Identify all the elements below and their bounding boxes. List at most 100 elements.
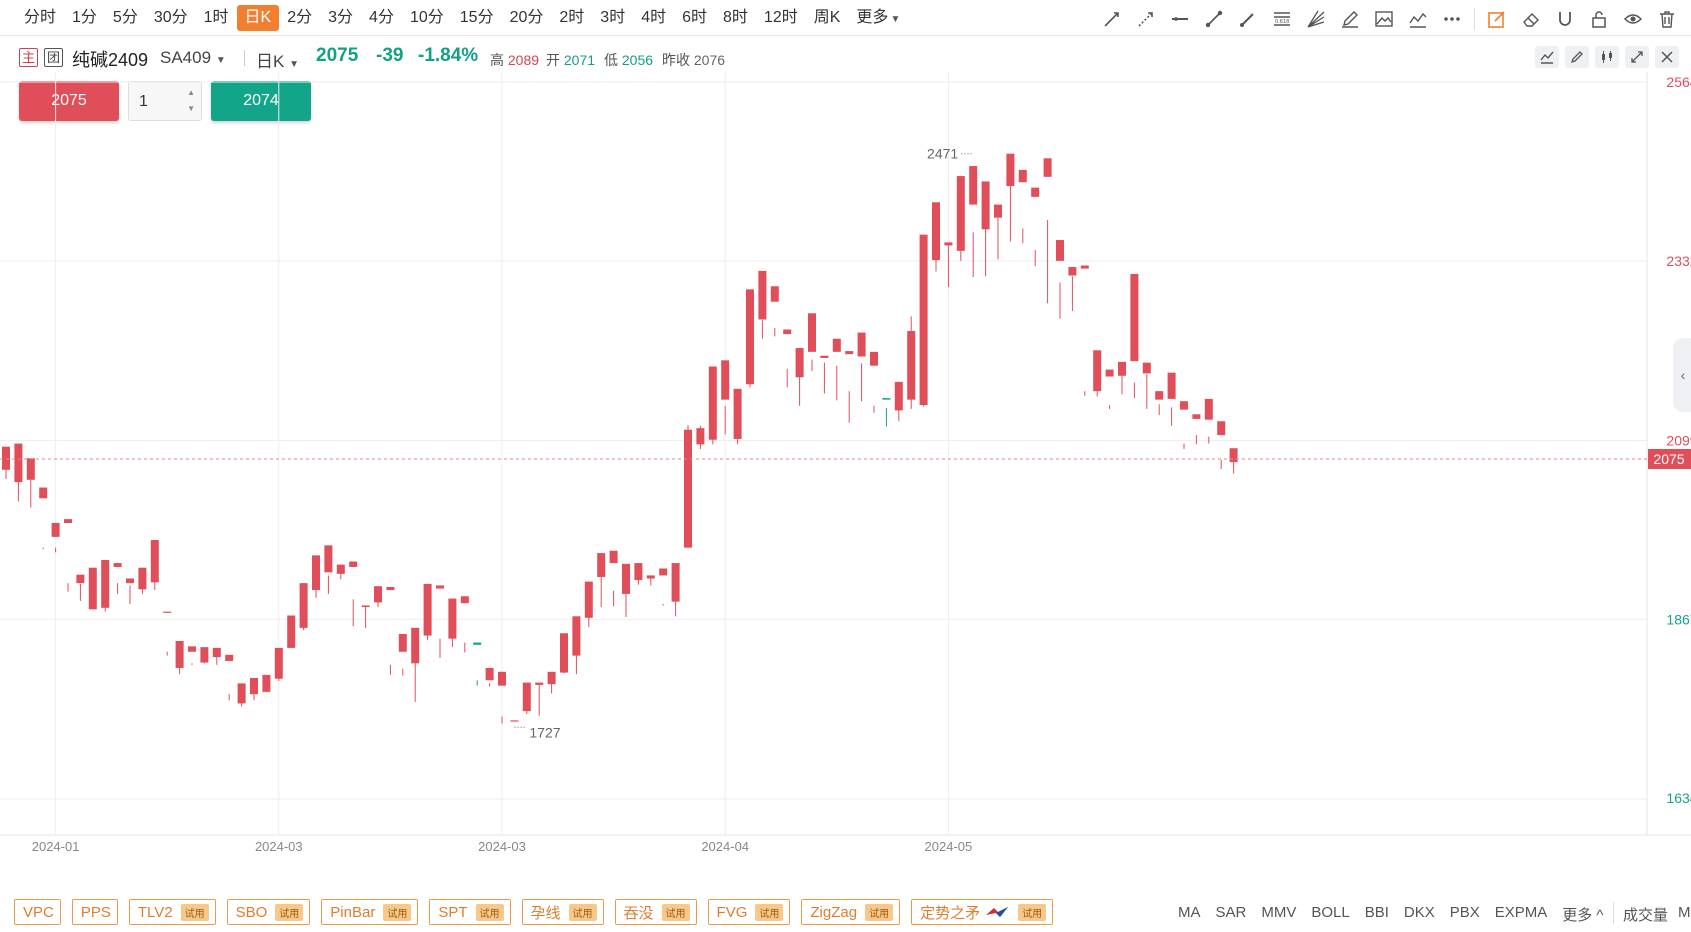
segment-icon[interactable] [1202,7,1226,31]
candle-up [485,667,494,681]
period-tab[interactable]: 2分 [287,9,313,26]
chart-type-line-icon[interactable] [1535,46,1559,68]
signal-fvg-button[interactable]: FVG 试用 [707,899,791,925]
period-tab[interactable]: 30分 [153,9,188,26]
period-tab[interactable]: 1时 [203,9,229,26]
candle-up [733,388,742,439]
signal-sbo-button[interactable]: SBO 试用 [226,899,311,925]
period-tab[interactable]: 15分 [459,9,494,26]
period-tab-active[interactable]: 日K [236,5,280,31]
candle-up [448,598,457,639]
ray-line-icon[interactable] [1134,7,1158,31]
indicator-expma[interactable]: EXPMA [1494,904,1548,921]
candle-up [14,443,23,483]
indicator-sar[interactable]: SAR [1215,904,1247,921]
candle-up [758,270,767,320]
period-tab[interactable]: 4分 [369,9,394,26]
candle-up [250,677,258,695]
candle-up [708,366,717,440]
decrement-arrow-icon[interactable]: ▼ [187,104,195,113]
trial-badge: 试用 [865,903,894,921]
signal-engulfing-button[interactable]: 吞没 试用 [614,899,697,925]
candle-up [312,555,320,591]
increment-arrow-icon[interactable]: ▲ [187,88,195,97]
trend-line-icon[interactable] [1100,7,1124,31]
signal-pinbar-button[interactable]: PinBar 试用 [321,899,419,925]
period-tab[interactable]: 20分 [509,9,544,26]
signal-spt-button[interactable]: SPT 试用 [429,899,511,925]
period-dropdown[interactable]: 日K ▼ [256,47,299,72]
indicator-ma[interactable]: MA [1178,904,1201,921]
buy-button[interactable]: 2074 [211,81,311,121]
candle-style-icon[interactable] [1595,46,1619,68]
candle-up [646,575,655,579]
indicator-m[interactable]: M [1678,904,1691,921]
signal-label: FVG [716,903,748,921]
indicator-more[interactable]: 更多 ^ [1562,907,1604,924]
period-tab[interactable]: 8时 [723,9,748,26]
trash-icon[interactable] [1655,7,1679,31]
horizontal-line-icon[interactable] [1168,7,1192,31]
signal-pps-button[interactable]: PPS [71,899,118,925]
arrow-line-icon[interactable] [1236,7,1260,31]
chart-grid [0,72,1691,836]
eye-icon[interactable] [1621,7,1645,31]
period-tab[interactable]: 5分 [112,9,138,26]
candle-up [584,581,593,618]
period-tab[interactable]: 周K [813,9,841,26]
signal-vpc-button[interactable]: VPC [14,899,61,925]
candle-up [1093,350,1102,392]
period-tab[interactable]: 4时 [641,9,667,26]
signal-tlv2-button[interactable]: TLV2 试用 [128,899,216,925]
period-tab[interactable]: 1分 [72,9,97,26]
candle-up [498,671,506,686]
signal-buttons: VPC PPS TLV2 试用 SBO 试用 PinBar 试用 SPT 试用 孕线 试用… [14,899,1054,925]
date-tick-label: 2024-05 [925,839,973,854]
period-tab[interactable]: 分时 [24,9,57,26]
candle-up [783,329,792,335]
indicator-mmv[interactable]: MMV [1261,904,1297,921]
indicator-boll[interactable]: BOLL [1311,904,1350,921]
expand-icon[interactable] [1625,46,1649,68]
eraser-icon[interactable] [1519,7,1543,31]
fan-icon[interactable] [1304,7,1328,31]
draw-pen-icon[interactable] [1565,46,1589,68]
indicator-dkx[interactable]: DKX [1403,904,1435,921]
instrument-code-dropdown[interactable]: SA409 ▼ [160,48,226,68]
image-icon[interactable] [1372,7,1396,31]
close-icon[interactable] [1655,46,1679,68]
indicator-pbx[interactable]: PBX [1449,904,1480,921]
period-selector: 分时 1分 5分 30分 1时 日K 2分 3分 4分 10分 15分 20分 … [16,5,908,31]
edit-icon[interactable] [1485,7,1509,31]
period-tab[interactable]: 12时 [763,9,798,26]
indicator-bbi[interactable]: BBI [1364,904,1389,921]
more-dots-icon[interactable] [1440,7,1464,31]
more-periods-dropdown[interactable]: 更多 ▼ [848,5,908,31]
volume-indicator[interactable]: 成交量 [1623,907,1669,924]
lock-icon[interactable] [1587,7,1611,31]
magnet-icon[interactable] [1553,7,1577,31]
candle-up [832,338,841,352]
candle-up [981,181,990,230]
fibonacci-icon[interactable]: 0.618 [1270,7,1294,31]
period-tab[interactable]: 10分 [409,9,444,26]
trial-badge: 试用 [568,903,597,921]
signal-zigzag-button[interactable]: ZigZag 试用 [801,899,901,925]
period-tab[interactable]: 2时 [559,9,585,26]
period-tab[interactable]: 3分 [328,9,354,26]
period-tab[interactable]: 3时 [600,9,626,26]
candle-up [374,586,382,603]
info-divider [244,50,245,66]
candle-up [634,563,643,581]
candle-up [746,289,754,385]
annotation-low-label: 1727 [529,724,560,740]
zigzag-icon[interactable] [1406,7,1430,31]
period-tab[interactable]: 6时 [682,9,708,26]
candle-up [126,578,134,584]
pen-icon[interactable] [1338,7,1362,31]
sell-button[interactable]: 2075 [19,81,119,121]
side-panel-toggle[interactable]: ‹ [1673,338,1691,412]
signal-trend-spear-button[interactable]: 定势之矛 试用 [911,899,1054,925]
signal-harami-button[interactable]: 孕线 试用 [521,899,604,925]
